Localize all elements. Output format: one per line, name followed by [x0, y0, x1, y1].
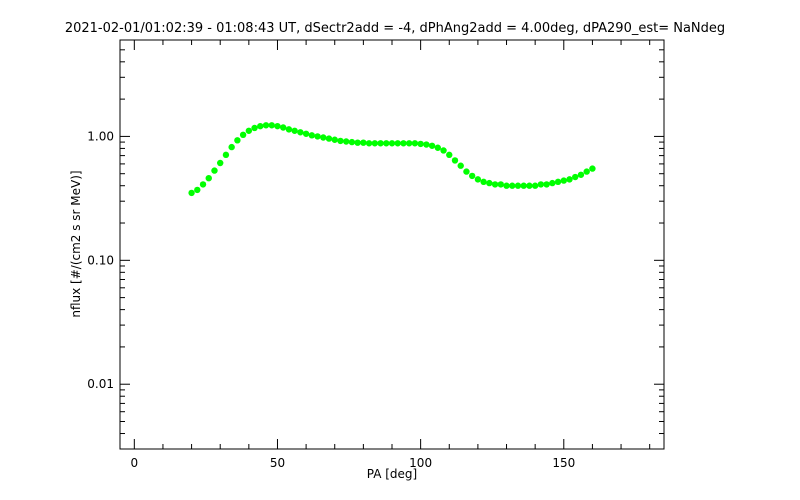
data-point [325, 135, 333, 142]
data-point [509, 182, 516, 189]
data-point [314, 133, 321, 140]
data-point [245, 127, 253, 134]
data-point [251, 124, 258, 132]
data-point [360, 139, 367, 146]
data-point [342, 138, 350, 145]
y-axis-label: nflux [#/(cm2 s sr MeV)] [69, 170, 83, 317]
y-tick-label: 0.01 [87, 377, 114, 391]
data-point [348, 138, 356, 146]
data-point [503, 182, 510, 189]
data-point [400, 140, 407, 147]
data-point [188, 189, 195, 197]
data-point [365, 140, 373, 147]
data-point [446, 151, 453, 159]
data-point [211, 167, 218, 174]
x-tick-label: 150 [552, 456, 575, 470]
data-point [440, 147, 447, 154]
data-point [526, 182, 533, 189]
data-point [463, 168, 470, 175]
data-point [217, 159, 224, 167]
data-point [549, 179, 556, 187]
data-point [291, 127, 298, 134]
data-point [480, 178, 487, 186]
y-tick-label: 0.10 [87, 253, 114, 267]
x-tick-label: 0 [130, 456, 138, 470]
data-point [280, 124, 287, 131]
data-point [566, 176, 573, 183]
plot-frame [119, 39, 665, 450]
data-point [554, 178, 562, 186]
data-point [383, 140, 390, 147]
x-axis-label: PA [deg] [367, 467, 417, 481]
data-point [371, 140, 379, 147]
data-point [234, 137, 241, 144]
data-point [497, 181, 504, 188]
x-tick-label: 50 [270, 456, 285, 470]
data-point [394, 140, 401, 147]
data-point [285, 126, 293, 133]
data-point [320, 134, 327, 141]
data-point [417, 140, 424, 148]
data-point [468, 172, 476, 180]
data-point [274, 122, 281, 130]
data-point [205, 174, 212, 182]
data-point [199, 181, 207, 188]
data-point [262, 122, 270, 129]
data-point [537, 181, 545, 188]
data-point [572, 173, 579, 181]
data-point [308, 132, 316, 139]
data-point [331, 136, 338, 143]
data-point [434, 144, 442, 151]
data-point [520, 182, 527, 189]
data-points [188, 122, 596, 197]
data-point [222, 151, 230, 159]
data-point [194, 186, 201, 194]
data-point [543, 181, 550, 188]
data-point [577, 171, 585, 178]
data-point [405, 140, 413, 147]
data-point [457, 162, 464, 169]
data-point [257, 122, 264, 130]
data-point [474, 176, 482, 183]
data-point [451, 157, 459, 164]
axis-ticks [120, 39, 664, 450]
data-point [583, 168, 590, 175]
data-point [228, 143, 235, 151]
y-tick-label: 1.00 [87, 129, 114, 143]
axis-tick-labels: 0 50 100 150 0.01 0.10 1.00 [87, 129, 575, 470]
data-point [531, 182, 539, 189]
data-point [388, 140, 396, 147]
data-point [297, 129, 304, 136]
data-point [337, 137, 344, 145]
data-point [514, 182, 522, 189]
data-point [589, 165, 596, 172]
data-point [268, 122, 275, 129]
data-point [354, 139, 361, 146]
data-point [560, 177, 567, 184]
data-point [423, 141, 430, 148]
data-point [377, 140, 384, 147]
data-point [411, 140, 419, 147]
data-point [428, 142, 436, 149]
data-point [239, 131, 247, 139]
data-point [302, 130, 310, 137]
data-point [486, 179, 493, 187]
x-tick-label: 100 [409, 456, 432, 470]
data-point [491, 181, 499, 188]
chart-title: 2021-02-01/01:02:39 - 01:08:43 UT, dSect… [65, 21, 725, 36]
